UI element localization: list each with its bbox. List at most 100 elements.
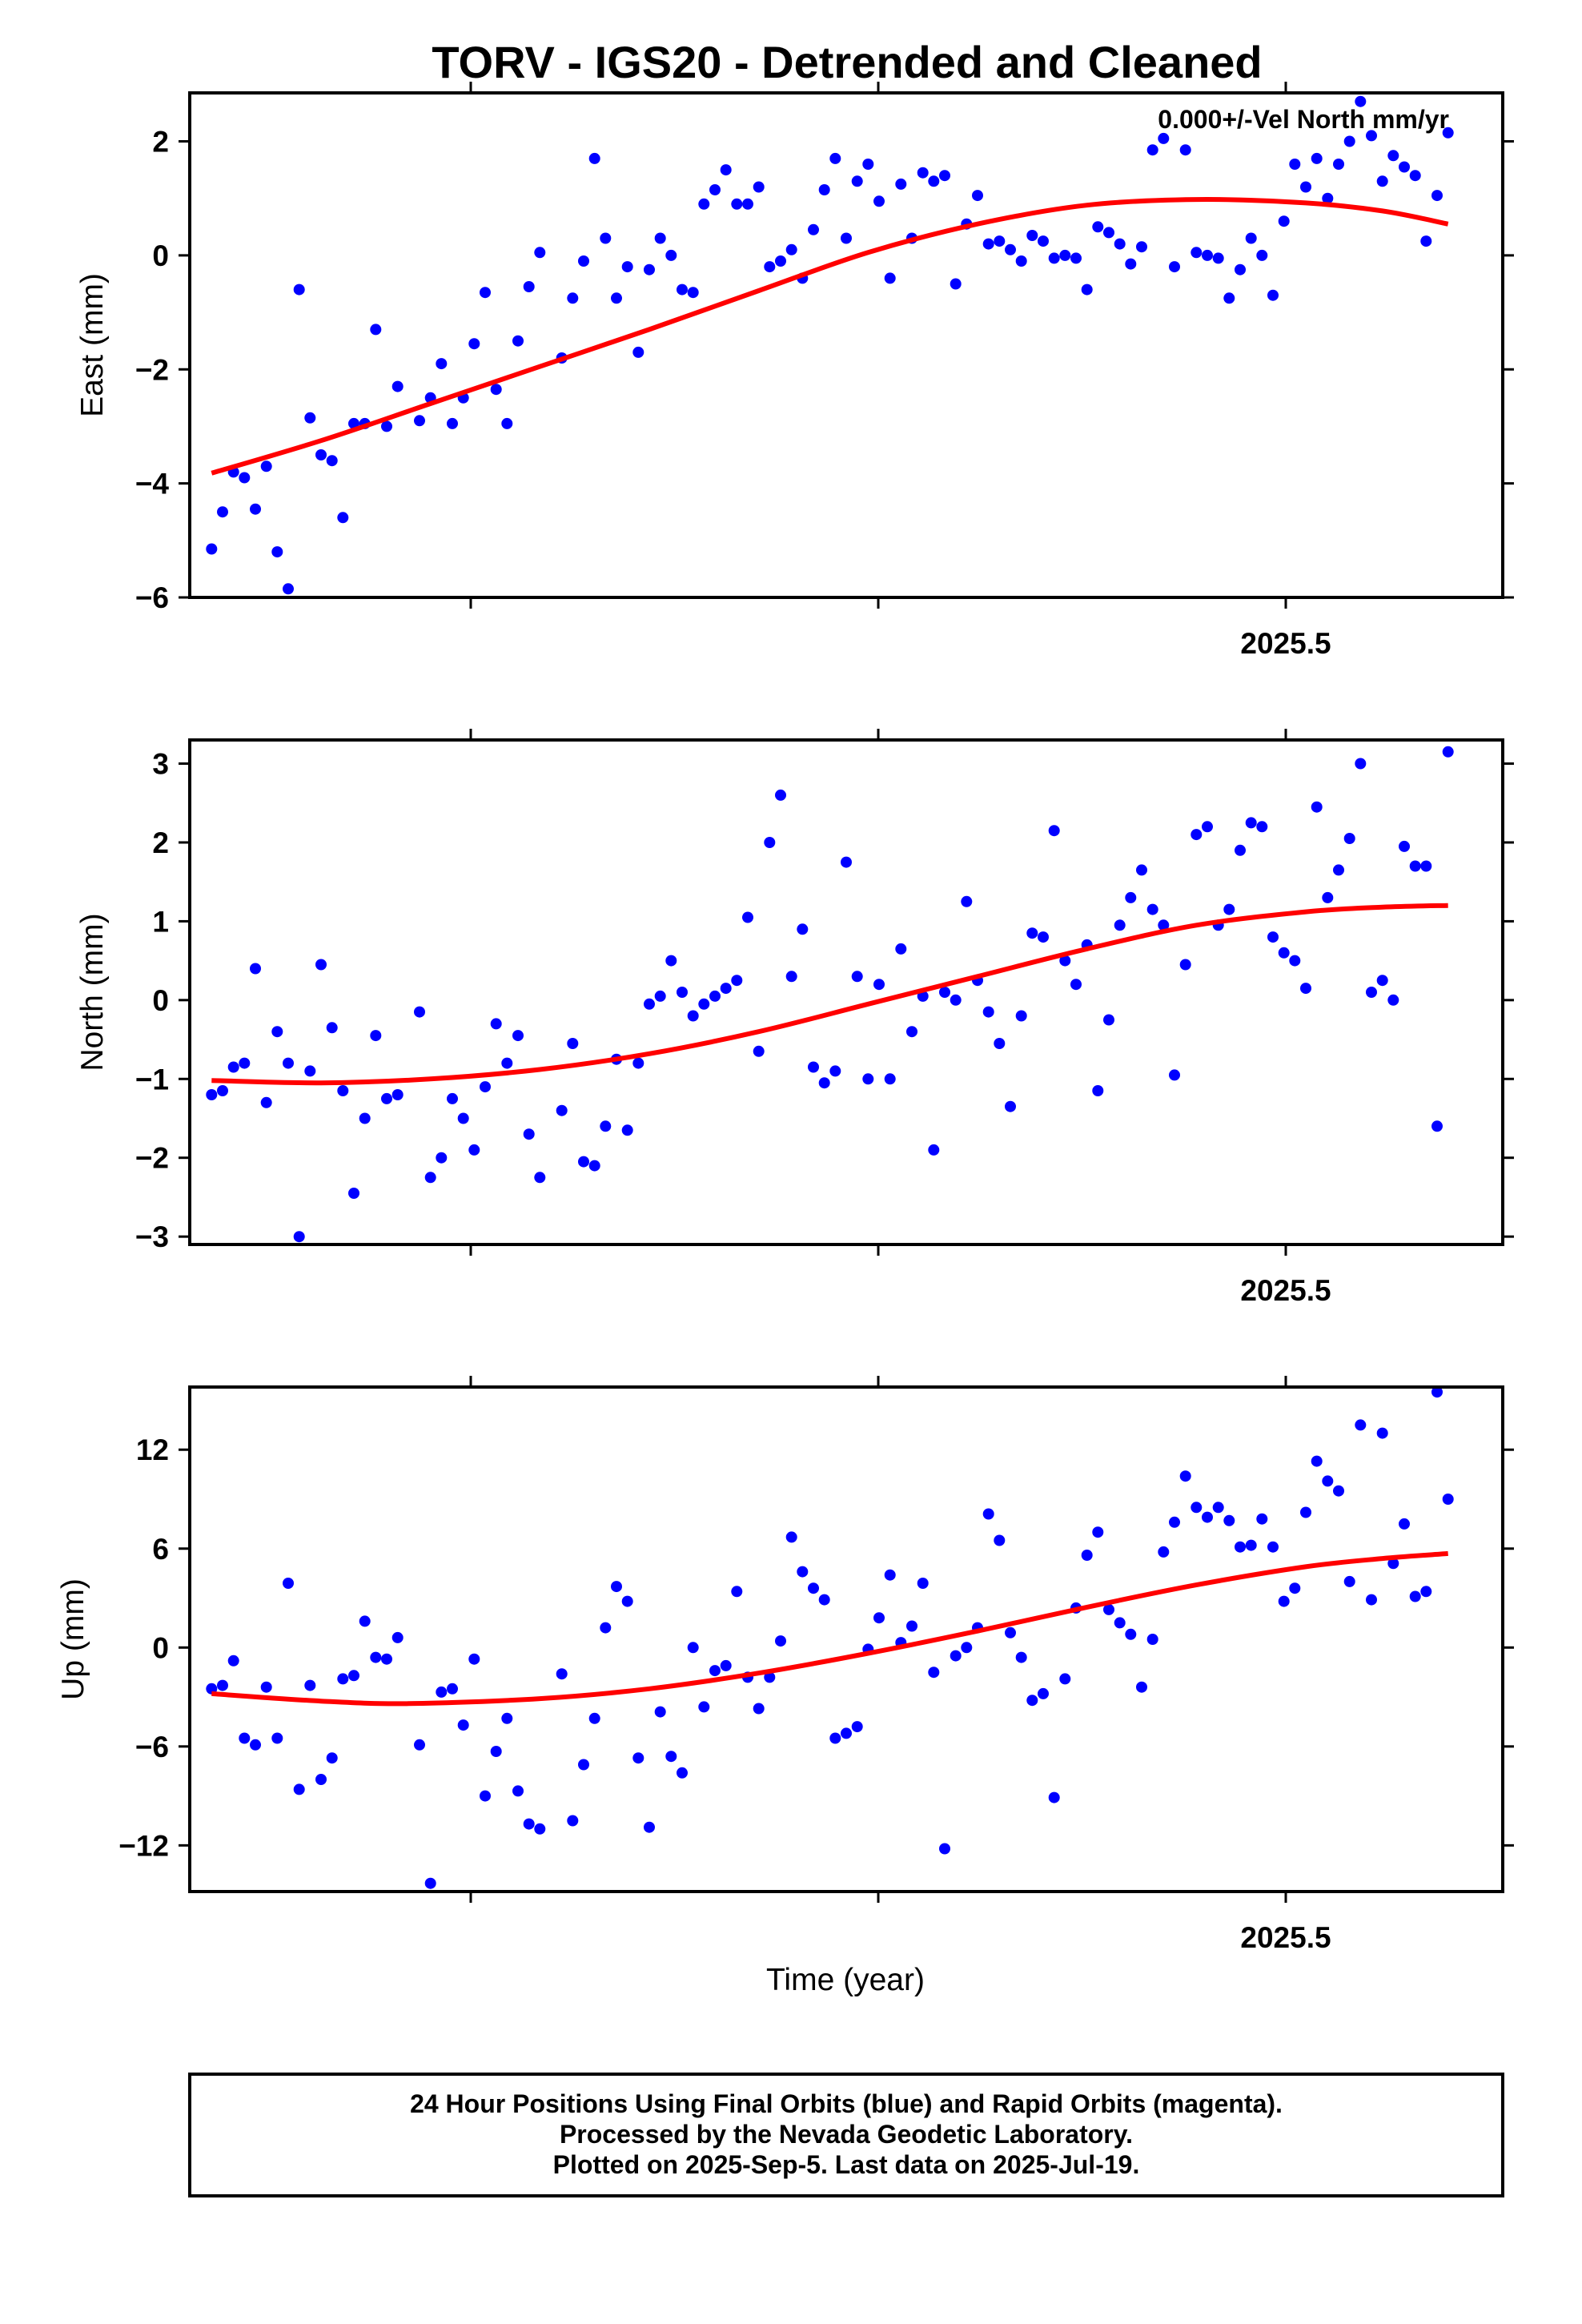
east-ticks — [179, 82, 1514, 609]
north-data-point — [501, 1057, 513, 1069]
up-data-point — [1005, 1626, 1016, 1638]
north-data-point — [1399, 840, 1410, 852]
north-data-point — [1092, 1085, 1104, 1096]
up-data-point — [1158, 1546, 1170, 1558]
north-ytick-label: −2 — [135, 1142, 169, 1175]
east-data-point — [370, 324, 382, 336]
north-data-point — [818, 1077, 830, 1089]
east-data-point — [677, 283, 688, 296]
east-data-point — [895, 178, 907, 190]
up-data-point — [1038, 1687, 1049, 1699]
up-data-point — [283, 1578, 294, 1589]
north-data-point — [1311, 801, 1323, 813]
north-data-point — [742, 911, 753, 923]
up-data-point — [632, 1752, 644, 1764]
east-ylabel: East (mm) — [75, 273, 110, 417]
up-data-point — [250, 1739, 261, 1751]
up-data-point — [841, 1727, 852, 1739]
east-data-point — [709, 184, 721, 195]
north-data-point — [1420, 860, 1432, 872]
up-ytick-label: 6 — [152, 1533, 169, 1566]
north-data-point — [665, 955, 677, 967]
east-data-point — [972, 190, 983, 202]
east-frame — [188, 91, 1504, 599]
east-data-point — [775, 255, 786, 267]
up-data-point — [950, 1650, 962, 1662]
east-data-point — [928, 175, 940, 187]
north-data-point — [1223, 903, 1235, 915]
up-data-point — [665, 1751, 677, 1763]
north-data-point — [644, 998, 655, 1010]
east-data-point — [391, 380, 404, 392]
up-data-point — [217, 1679, 228, 1691]
east-data-point — [862, 159, 874, 170]
north-data-point — [621, 1124, 633, 1136]
north-ticks — [179, 729, 1514, 1256]
north-data-point — [1026, 927, 1038, 939]
east-data-point — [632, 346, 644, 358]
panel-up: 12 6 0 −6 −12 2025.5 Up (mm) Time (year) — [56, 1376, 1514, 1997]
up-data-point — [391, 1631, 404, 1643]
up-data-point — [501, 1712, 513, 1724]
up-data-point — [227, 1655, 239, 1667]
up-data-point — [939, 1843, 950, 1855]
panel-north: 3 2 1 0 −1 −2 −3 2025.5 North (mm) — [75, 729, 1514, 1307]
north-data-point — [1289, 955, 1301, 967]
up-data-point — [1202, 1511, 1213, 1523]
north-data-point — [775, 789, 786, 801]
up-data-point — [1179, 1470, 1191, 1482]
north-data-point — [950, 994, 962, 1006]
north-data-point — [567, 1038, 579, 1049]
east-data-point — [206, 543, 218, 555]
up-data-point — [621, 1595, 633, 1607]
north-data-point — [1048, 825, 1060, 837]
footer: 24 Hour Positions Using Final Orbits (bl… — [188, 2073, 1504, 2197]
north-data-point — [1191, 829, 1203, 841]
east-data-point — [600, 232, 612, 244]
up-data-point — [239, 1732, 251, 1744]
east-data-point — [293, 283, 305, 296]
north-data-point — [326, 1022, 338, 1034]
north-data-point — [293, 1231, 305, 1243]
up-data-point — [457, 1719, 469, 1731]
north-data-point — [1158, 919, 1170, 931]
north-data-point — [829, 1065, 841, 1077]
north-data-point — [370, 1030, 382, 1042]
up-data-point — [1267, 1541, 1279, 1553]
north-data-point — [906, 1026, 917, 1038]
east-data-point — [665, 249, 677, 261]
up-ylabel: Up (mm) — [56, 1578, 90, 1700]
east-data-point — [982, 238, 994, 250]
north-data-point — [841, 856, 852, 868]
east-data-point — [1322, 192, 1334, 204]
north-data-point — [632, 1057, 644, 1069]
east-data-point — [731, 198, 743, 210]
east-ytick-labels: 2 0 −2 −4 −6 — [135, 126, 170, 614]
east-data-point — [1125, 258, 1137, 270]
north-data-point — [1322, 891, 1334, 903]
up-data-point — [1136, 1681, 1147, 1693]
north-data-point — [731, 975, 743, 987]
north-data-point — [873, 979, 885, 991]
east-ytick-label: −4 — [135, 468, 170, 501]
up-data-point — [884, 1569, 896, 1581]
north-data-point — [588, 1160, 600, 1172]
east-data-point — [1311, 152, 1323, 164]
up-data-point — [644, 1821, 655, 1833]
north-data-point — [1125, 891, 1137, 903]
east-data-point — [1026, 230, 1038, 241]
up-data-point — [1387, 1558, 1399, 1570]
north-data-point — [260, 1096, 272, 1108]
up-data-point — [1223, 1514, 1235, 1526]
up-ytick-label: 0 — [152, 1631, 169, 1664]
up-data-point — [1092, 1526, 1104, 1538]
up-data-point — [304, 1679, 316, 1691]
east-data-point — [1376, 175, 1388, 187]
east-data-point — [873, 195, 885, 207]
east-data-point — [742, 198, 753, 210]
up-data-point — [1409, 1590, 1421, 1602]
north-data-point — [698, 998, 710, 1010]
up-data-point — [961, 1642, 973, 1654]
east-data-point — [250, 503, 261, 515]
